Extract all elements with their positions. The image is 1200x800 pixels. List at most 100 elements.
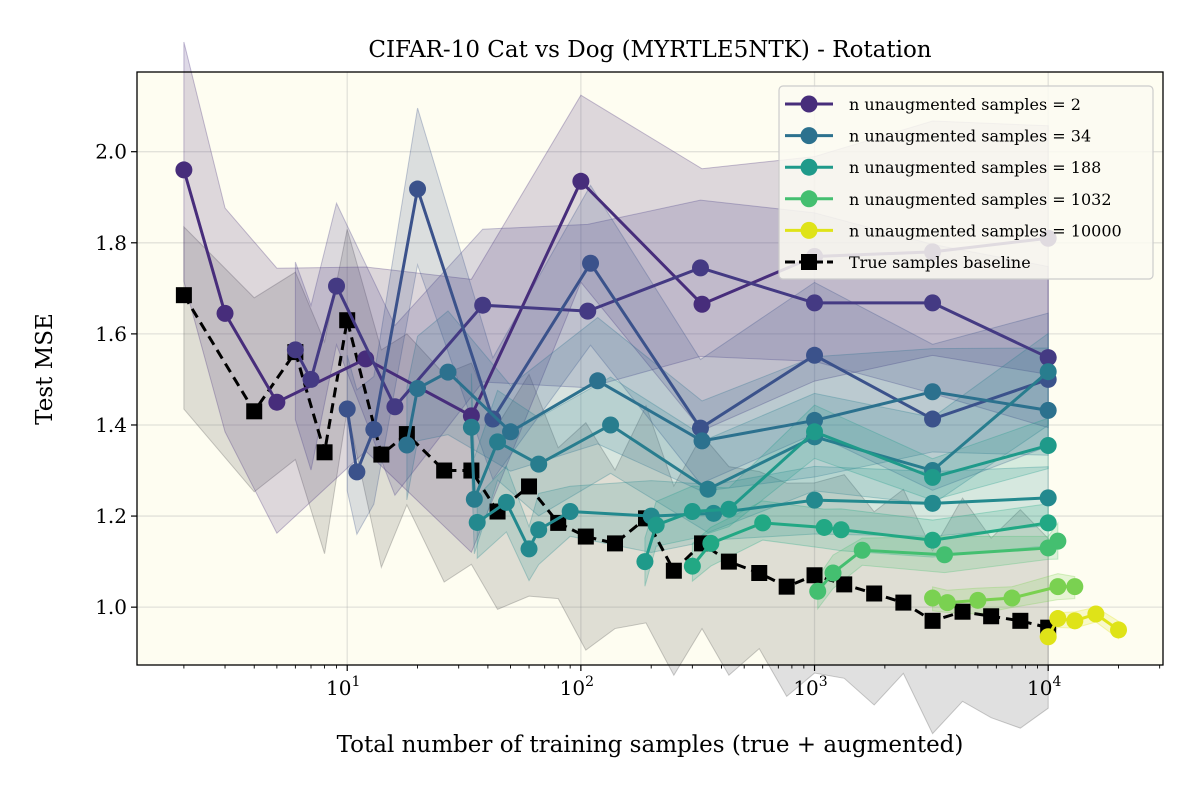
data-point — [806, 491, 824, 509]
baseline-marker — [175, 287, 192, 304]
chart-title: CIFAR-10 Cat vs Dog (MYRTLE5NTK) - Rotat… — [368, 37, 931, 63]
data-point — [924, 494, 942, 512]
data-point — [938, 594, 956, 612]
error-band — [470, 332, 1049, 555]
error-band — [817, 521, 1059, 611]
legend-circle-marker — [800, 95, 818, 113]
data-point — [806, 423, 824, 441]
data-point — [815, 518, 833, 536]
data-point — [216, 304, 234, 322]
data-point — [924, 468, 942, 486]
data-point — [286, 341, 304, 359]
tick-exponent: 4 — [1052, 674, 1061, 690]
data-point — [572, 172, 590, 190]
baseline-marker — [751, 564, 768, 581]
data-point — [806, 294, 824, 312]
legend-label: True samples baseline — [849, 253, 1031, 272]
data-point — [589, 372, 607, 390]
baseline-marker — [836, 576, 853, 593]
baseline-marker — [866, 585, 883, 602]
legend-entry: n unaugmented samples = 2 — [785, 95, 1081, 114]
data-point — [1039, 489, 1057, 507]
data-point — [409, 380, 427, 398]
y-tick-label: 1.0 — [95, 595, 127, 619]
series-line — [345, 188, 1049, 478]
data-point — [1049, 578, 1067, 596]
data-point — [720, 500, 738, 518]
data-point — [530, 455, 548, 473]
data-point — [702, 534, 720, 552]
data-point — [530, 521, 548, 539]
baseline-marker — [463, 462, 480, 479]
series-lines — [175, 161, 1128, 646]
legend: n unaugmented samples = 2 n unaugmented s… — [778, 85, 1154, 280]
data-point — [338, 400, 356, 418]
data-point — [268, 393, 286, 411]
data-point — [302, 370, 320, 388]
data-point — [468, 513, 486, 531]
data-point — [1110, 621, 1128, 639]
data-point — [924, 294, 942, 312]
data-point — [1087, 605, 1105, 623]
baseline-marker — [1012, 612, 1029, 629]
legend-label: n unaugmented samples = 188 — [849, 158, 1101, 177]
legend-circle-marker — [800, 127, 818, 145]
data-point — [582, 254, 600, 272]
legend-circle-marker — [800, 158, 818, 176]
tick-exponent: 1 — [351, 674, 360, 690]
baseline-marker — [316, 444, 333, 461]
legend-entry: n unaugmented samples = 34 — [785, 127, 1091, 146]
baseline-marker — [436, 462, 453, 479]
data-point — [1049, 610, 1067, 628]
data-point — [561, 503, 579, 521]
data-point — [439, 363, 457, 381]
legend-label: n unaugmented samples = 1032 — [849, 190, 1112, 209]
data-point — [1039, 349, 1057, 367]
legend-circle-marker — [800, 190, 818, 208]
data-point — [1039, 628, 1057, 646]
y-tick-label: 1.4 — [95, 413, 127, 437]
data-point — [579, 302, 597, 320]
legend-label: n unaugmented samples = 34 — [849, 127, 1091, 146]
y-tick-label: 1.6 — [95, 322, 127, 346]
data-point — [497, 493, 515, 511]
series-line — [476, 496, 1049, 553]
data-point — [520, 540, 538, 558]
error-band — [183, 225, 1049, 735]
legend-entry: n unaugmented samples = 1032 — [785, 190, 1112, 209]
data-point — [924, 383, 942, 401]
x-axis-label: Total number of training samples (true +… — [337, 732, 964, 758]
y-tick-label: 1.2 — [95, 504, 127, 528]
data-point — [386, 398, 404, 416]
data-point — [1049, 532, 1067, 550]
data-point — [409, 180, 427, 198]
tick-exponent: 2 — [585, 674, 594, 690]
legend-entry: n unaugmented samples = 10000 — [785, 221, 1122, 240]
x-tick-label: 104 — [1027, 674, 1061, 700]
data-point — [924, 531, 942, 549]
baseline-marker — [954, 603, 971, 620]
data-point — [824, 564, 842, 582]
data-point — [175, 161, 193, 179]
data-point — [489, 433, 507, 451]
x-tick-label: 103 — [793, 674, 827, 700]
data-point — [502, 423, 520, 441]
legend-box — [778, 85, 1154, 280]
tick-base: 10 — [793, 676, 818, 700]
data-point — [705, 504, 723, 522]
data-point — [1066, 612, 1084, 630]
data-point — [699, 480, 717, 498]
data-point — [328, 277, 346, 295]
error-band — [406, 310, 1049, 501]
data-point — [1066, 578, 1084, 596]
data-point — [936, 546, 954, 564]
baseline-marker — [924, 612, 941, 629]
data-point — [924, 589, 942, 607]
data-point — [365, 421, 383, 439]
data-point — [969, 591, 987, 609]
y-tick-label: 1.8 — [95, 231, 127, 255]
data-point — [636, 553, 654, 571]
legend-entry: n unaugmented samples = 188 — [785, 158, 1101, 177]
data-point — [924, 410, 942, 428]
